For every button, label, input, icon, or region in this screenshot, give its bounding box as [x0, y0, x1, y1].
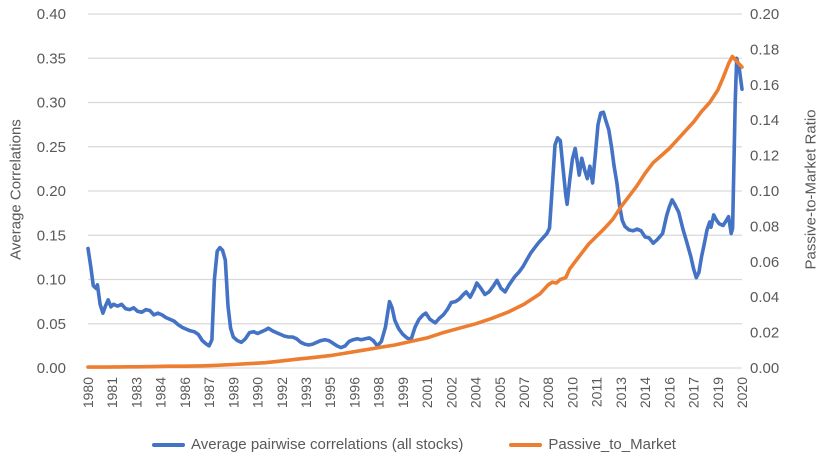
y-axis-right-tick-label: 0.18 — [750, 41, 779, 58]
x-axis-tick-label: 2014 — [637, 377, 653, 408]
x-axis-tick-label: 1998 — [371, 377, 387, 408]
y-axis-right-tick-label: 0.20 — [750, 6, 779, 23]
y-axis-left-tick-label: 0.00 — [37, 360, 66, 377]
legend-line-swatch-orange — [509, 442, 543, 447]
x-axis-tick-label: 1986 — [177, 377, 193, 408]
x-axis: 1980 1981 1983 1984 1986 1987 1989 1990 1992 1993… — [80, 377, 750, 408]
x-axis-tick-label: 1999 — [395, 377, 411, 408]
x-axis-tick-label: 2004 — [468, 377, 484, 408]
y-axis-right-tick-label: 0.14 — [750, 112, 779, 129]
y-axis-left: 0.40 0.35 0.30 0.25 0.20 0.15 0.10 0.05 0.00 — [37, 6, 66, 377]
x-axis-tick-label: 1990 — [250, 377, 266, 408]
y-axis-right-tick-label: 0.10 — [750, 183, 779, 200]
x-axis-tick-label: 1989 — [225, 377, 241, 408]
y-axis-right-tick-label: 0.08 — [750, 218, 779, 235]
x-axis-tick-label: 1993 — [298, 377, 314, 408]
x-axis-tick-label: 2001 — [419, 377, 435, 408]
legend-item-passive: Passive_to_Market — [509, 436, 676, 453]
x-axis-tick-label: 1992 — [274, 377, 290, 408]
legend-line-swatch-blue — [152, 442, 186, 447]
legend-label-correlations: Average pairwise correlations (all stock… — [191, 436, 464, 453]
x-axis-tick-label: 2016 — [661, 377, 677, 408]
y-axis-left-tick-label: 0.10 — [37, 272, 66, 289]
y-axis-right-tick-label: 0.00 — [750, 360, 779, 377]
y-axis-right-tick-label: 0.16 — [750, 77, 779, 94]
x-axis-tick-label: 2007 — [516, 377, 532, 408]
y-axis-right: 0.20 0.18 0.16 0.14 0.12 0.10 0.08 0.06 0.04 0.02… — [750, 6, 779, 377]
y-axis-right-tick-label: 0.06 — [750, 254, 779, 271]
x-axis-tick-label: 1996 — [346, 377, 362, 408]
y-axis-right-tick-label: 0.12 — [750, 148, 779, 165]
y-axis-right-tick-label: 0.02 — [750, 325, 779, 342]
x-axis-tick-label: 2017 — [686, 377, 702, 408]
y-axis-left-tick-label: 0.35 — [37, 50, 66, 67]
y-axis-left-tick-label: 0.25 — [37, 139, 66, 156]
y-axis-left-tick-label: 0.30 — [37, 95, 66, 112]
x-axis-tick-label: 1984 — [153, 377, 169, 408]
x-axis-tick-label: 1987 — [201, 377, 217, 408]
series-line-passive-to-market — [86, 54, 744, 369]
y-axis-left-tick-label: 0.20 — [37, 183, 66, 200]
y-axis-left-tick-label: 0.15 — [37, 227, 66, 244]
x-axis-tick-label: 2013 — [613, 377, 629, 408]
x-axis-tick-label: 2010 — [564, 377, 580, 408]
right-axis-title: Passive-to-Market Ratio — [802, 109, 820, 270]
x-axis-tick-label: 2011 — [589, 377, 605, 407]
x-axis-tick-label: 1980 — [80, 377, 96, 408]
left-axis-title: Average Correlations — [7, 119, 25, 260]
y-axis-left-tick-label: 0.40 — [37, 6, 66, 23]
x-axis-tick-label: 1983 — [128, 377, 144, 408]
series-line-average-pairwise-correlations — [86, 56, 744, 350]
x-axis-tick-label: 1995 — [322, 377, 338, 408]
legend-item-correlations: Average pairwise correlations (all stock… — [152, 436, 463, 453]
x-axis-tick-label: 2002 — [443, 377, 459, 408]
x-axis-tick-label: 1981 — [104, 377, 120, 408]
x-axis-tick-label: 2019 — [710, 377, 726, 408]
y-axis-left-tick-label: 0.05 — [37, 316, 66, 333]
gridlines — [88, 13, 742, 369]
legend-label-passive: Passive_to_Market — [548, 436, 676, 453]
x-axis-tick-label: 2008 — [540, 377, 556, 408]
x-axis-tick-label: 2005 — [492, 377, 508, 408]
x-axis-tick-label: 2020 — [734, 377, 750, 408]
y-axis-right-tick-label: 0.04 — [750, 289, 779, 306]
legend: Average pairwise correlations (all stock… — [0, 436, 828, 453]
plot-area: 0.400.350.300.250.200.150.100.050.000.20… — [37, 6, 779, 408]
